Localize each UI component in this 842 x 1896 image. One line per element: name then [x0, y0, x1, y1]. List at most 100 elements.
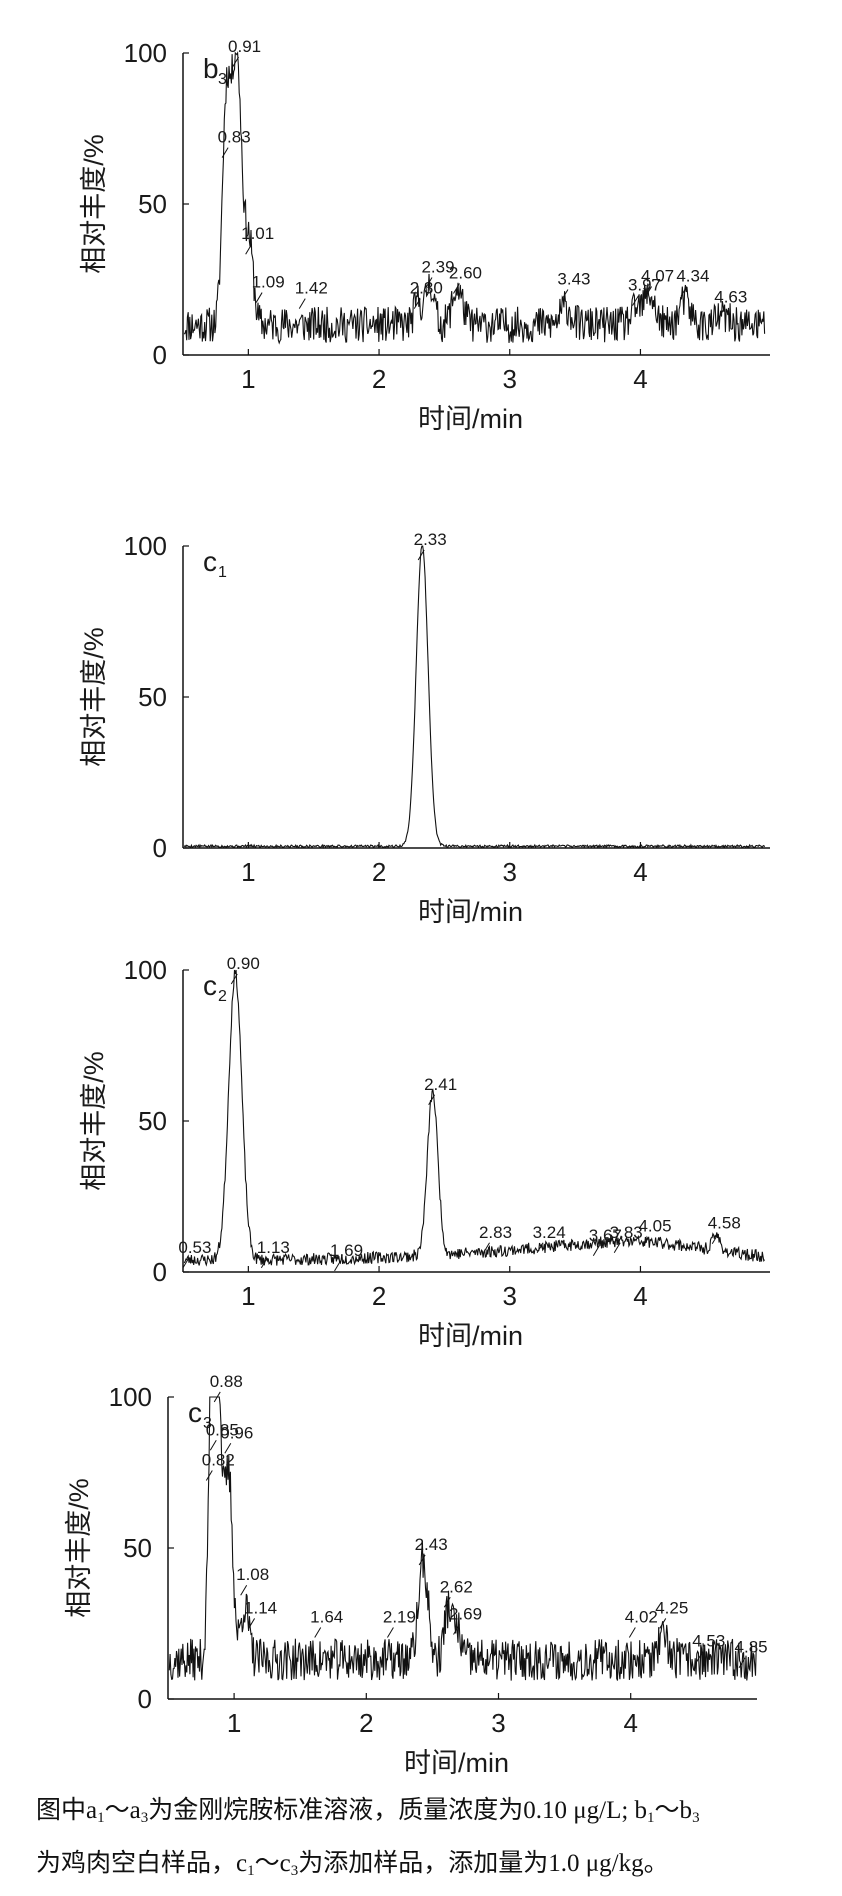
x-tick-label: 4	[633, 857, 647, 887]
peak-label-leader	[418, 1554, 426, 1566]
peak-label-leader	[205, 1470, 213, 1481]
peak-label-leader	[718, 307, 726, 318]
peak-label-leader	[334, 1260, 341, 1272]
y-tick-label: 0	[153, 833, 167, 863]
caption-line-2: 为鸡肉空白样品，c1～c3为添加样品，添加量为1.0 μg/kg。	[36, 1841, 826, 1894]
caption-text: 为鸡肉空白样品，c	[36, 1850, 248, 1877]
peak-label: 2.69	[449, 1604, 482, 1623]
peak-label-leader	[209, 1440, 217, 1451]
peak-label-leader	[659, 1618, 667, 1629]
x-tick-label: 4	[633, 1281, 647, 1311]
peak-label: 0.85	[206, 1420, 239, 1439]
peak-label-leader	[417, 549, 425, 561]
x-tick-label: 3	[503, 857, 517, 887]
peak-label-leader	[628, 1627, 636, 1638]
peak-label: 0.96	[220, 1423, 253, 1442]
x-tick-label: 1	[227, 1708, 241, 1738]
y-tick-label: 0	[138, 1684, 152, 1714]
peak-label: 2.41	[424, 1075, 457, 1094]
x-tick-label: 1	[241, 364, 255, 394]
peak-label: 1.01	[241, 224, 274, 243]
figure-caption: 图中a1～a3为金刚烷胺标准溶液，质量浓度为0.10 μg/L; b1～b3 为…	[36, 1788, 826, 1894]
peak-label: 2.62	[440, 1577, 473, 1596]
caption-subscript: 1	[647, 1810, 655, 1826]
panel-label: c	[203, 546, 217, 577]
caption-text: ～c	[254, 1850, 291, 1877]
peak-label-leader	[613, 1242, 621, 1254]
peak-label-leader	[711, 1233, 719, 1244]
y-tick-label: 0	[153, 1257, 167, 1287]
caption-line-1: 图中a1～a3为金刚烷胺标准溶液，质量浓度为0.10 μg/L; b1～b3	[36, 1788, 826, 1841]
x-axis-title: 时间/min	[418, 897, 523, 927]
caption-subscript: 1	[247, 1863, 255, 1879]
panel-label: b	[203, 53, 219, 84]
y-tick-label: 100	[124, 531, 167, 561]
peak-label: 4.85	[735, 1638, 768, 1657]
x-tick-label: 2	[372, 1281, 386, 1311]
peak-label: 2.83	[479, 1223, 512, 1242]
peak-label: 0.91	[228, 37, 261, 56]
x-axis-title: 时间/min	[418, 404, 523, 434]
y-tick-label: 50	[138, 189, 167, 219]
peak-label: 3.43	[557, 270, 590, 289]
peak-label-leader	[230, 973, 238, 985]
peak-label: 3.67	[589, 1226, 622, 1245]
peak-label: 0.90	[227, 954, 260, 973]
peak-label-leader	[645, 286, 653, 297]
caption-subscript: 1	[97, 1810, 105, 1826]
peak-label: 4.02	[625, 1608, 658, 1627]
peak-label: 2.39	[421, 257, 454, 276]
peak-label-leader	[425, 277, 433, 288]
caption-subscript: 3	[140, 1810, 149, 1826]
peak-label-leader	[592, 1245, 600, 1257]
caption-subscript: 3	[692, 1810, 700, 1826]
chromatogram-trace	[168, 1396, 757, 1681]
x-tick-label: 1	[241, 857, 255, 887]
peak-label: 4.63	[714, 288, 747, 307]
peak-label-leader	[240, 1584, 248, 1596]
peak-label-leader	[413, 298, 421, 309]
peak-label-leader	[680, 286, 688, 297]
x-axis-title: 时间/min	[404, 1748, 509, 1778]
x-tick-label: 2	[372, 857, 386, 887]
peak-label-leader	[182, 1257, 190, 1269]
caption-text: 为金刚烷胺标准溶液，质量浓度为0.10 μg/L; b	[148, 1797, 648, 1824]
peak-label: 4.53	[692, 1632, 725, 1651]
caption-subscript: 3	[290, 1863, 299, 1879]
peak-label: 2.33	[414, 530, 447, 549]
peak-label-leader	[428, 1094, 436, 1106]
panel-label-subscript: 3	[218, 71, 227, 88]
peak-label-leader	[245, 243, 253, 255]
y-tick-label: 50	[138, 682, 167, 712]
peak-label: 2.30	[410, 279, 443, 298]
peak-label-leader	[221, 147, 229, 158]
peak-label-leader	[255, 292, 263, 303]
peak-label-leader	[738, 1657, 746, 1668]
y-tick-label: 50	[138, 1106, 167, 1136]
y-tick-label: 50	[123, 1533, 152, 1563]
peak-label: 1.13	[257, 1238, 290, 1257]
panel-label-subscript: 1	[218, 564, 227, 581]
peak-label: 4.58	[708, 1214, 741, 1233]
panel-label: c	[188, 1397, 202, 1428]
peak-label: 1.42	[295, 279, 328, 298]
caption-text: 图中a	[36, 1797, 98, 1824]
caption-text: ～a	[104, 1797, 141, 1824]
peak-label-leader	[213, 1391, 221, 1403]
peak-label: 4.25	[655, 1598, 688, 1617]
y-tick-label: 100	[124, 955, 167, 985]
peak-label: 4.07	[641, 267, 674, 286]
peak-label-leader	[453, 1624, 460, 1635]
x-tick-label: 3	[503, 364, 517, 394]
x-tick-label: 3	[491, 1708, 505, 1738]
peak-label: 1.14	[244, 1598, 277, 1617]
caption-text: 为添加样品，添加量为1.0 μg/kg。	[298, 1850, 669, 1877]
peak-label: 0.53	[178, 1238, 211, 1257]
peak-label: 1.69	[330, 1241, 363, 1260]
peak-label-leader	[561, 289, 569, 300]
peak-label: 4.05	[638, 1217, 671, 1236]
peak-label: 1.09	[252, 273, 285, 292]
